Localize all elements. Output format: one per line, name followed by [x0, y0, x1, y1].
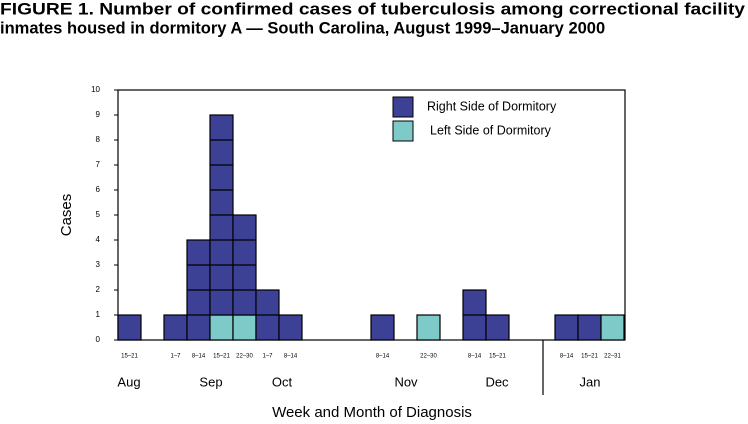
x-tick-label: 22–30	[236, 354, 253, 360]
case-box	[416, 314, 441, 341]
case-box	[554, 314, 579, 341]
y-tick-label: 5	[96, 210, 101, 219]
x-tick-label: 8–14	[468, 354, 482, 360]
y-tick-label: 8	[96, 135, 101, 144]
y-tick-label: 9	[96, 110, 101, 119]
x-tick-label: 15–21	[121, 354, 138, 360]
case-box	[232, 314, 257, 341]
case-box	[163, 314, 188, 341]
y-axis-label: Cases	[58, 194, 75, 237]
x-tick-label: 8–14	[376, 354, 390, 360]
legend-text: Left Side of Dormitory	[430, 123, 552, 137]
x-tick-label: 15–21	[213, 354, 230, 360]
case-box	[600, 314, 625, 341]
month-label: Nov	[394, 374, 418, 389]
case-box	[278, 314, 303, 341]
y-tick-label: 2	[96, 285, 101, 294]
x-tick-label: 8–14	[192, 354, 206, 360]
y-tick-label: 4	[96, 235, 101, 244]
month-label: Sep	[199, 374, 222, 389]
case-box	[370, 314, 395, 341]
x-tick-label: 22–30	[420, 354, 437, 360]
y-tick-label: 7	[96, 160, 101, 169]
x-tick-label: 15–21	[581, 354, 598, 360]
legend-text: Right Side of Dormitory	[427, 99, 557, 113]
case-box	[485, 314, 510, 341]
x-tick-label: 1–7	[262, 354, 273, 360]
x-tick-label: 22–31	[604, 354, 621, 360]
x-tick-label: 15–21	[489, 354, 506, 360]
y-tick-label: 6	[96, 185, 101, 194]
legend-swatch	[392, 96, 414, 118]
y-tick-label: 3	[96, 260, 101, 269]
x-tick-label: 1–7	[170, 354, 181, 360]
y-tick-label: 1	[96, 310, 101, 319]
case-box	[117, 314, 142, 341]
legend-swatch	[392, 120, 414, 142]
x-axis-label: Week and Month of Diagnosis	[272, 404, 472, 421]
chart-title: inmates housed in dormitory A — South Ca…	[0, 19, 605, 37]
month-label: Oct	[272, 374, 293, 389]
month-label: Jan	[580, 374, 601, 389]
month-label: Aug	[117, 374, 140, 389]
y-tick-label: 10	[91, 85, 100, 94]
month-label: Dec	[485, 374, 509, 389]
x-tick-label: 8–14	[284, 354, 298, 360]
chart-title: FIGURE 1. Number of confirmed cases of t…	[0, 0, 746, 18]
case-box	[577, 314, 602, 341]
x-tick-label: 8–14	[560, 354, 574, 360]
y-tick-label: 0	[96, 335, 101, 344]
case-box	[209, 314, 234, 341]
